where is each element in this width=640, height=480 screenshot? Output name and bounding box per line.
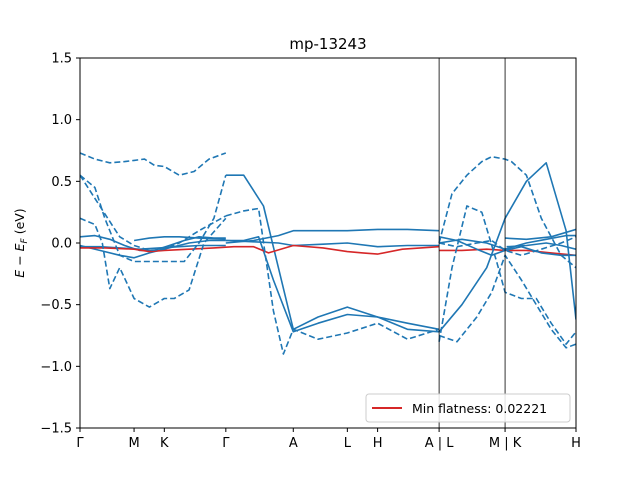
- y-tick-label-5: −1.0: [40, 360, 72, 375]
- x-tick-label-3: Γ: [222, 436, 230, 451]
- band-line-6: [225, 228, 440, 244]
- x-tick-label-1: M: [128, 436, 139, 451]
- y-tick-label-6: −1.5: [40, 422, 72, 437]
- chart-title: mp-13243: [289, 35, 366, 53]
- y-tick-label-0: 1.5: [51, 52, 72, 67]
- legend: Min flatness: 0.02221: [365, 393, 571, 423]
- x-axis: Γ M K Γ A L H A | L M | K H: [76, 428, 581, 451]
- x-tick-label-4: A: [289, 436, 298, 451]
- y-axis: 1.5 1.0 0.5 0.0 −0.5 −1.0 −1.5: [40, 52, 80, 437]
- x-tick-label-0: Γ: [76, 436, 84, 451]
- band-line-15: [80, 152, 227, 176]
- band-line-7: [225, 239, 440, 248]
- band-line-13: [438, 162, 576, 333]
- x-tick-label-7: A | L: [425, 436, 455, 451]
- band-line-3: [133, 236, 226, 242]
- plot-area: [79, 57, 577, 429]
- y-tick-label-1: 1.0: [51, 113, 72, 128]
- band-line-18: [80, 174, 227, 252]
- x-tick-label-5: L: [344, 436, 352, 451]
- y-tick-label-4: −0.5: [40, 298, 72, 313]
- x-tick-label-2: K: [160, 436, 169, 451]
- band-line-8: [80, 244, 440, 255]
- legend-box: [365, 393, 571, 423]
- y-axis-label: E − EF (eV): [12, 208, 30, 277]
- band-line-17: [80, 217, 227, 308]
- band-line-23: [438, 236, 576, 257]
- band-line-5: [225, 236, 440, 333]
- band-line-19: [225, 207, 440, 355]
- x-tick-label-8: M | K: [489, 436, 522, 451]
- legend-label: Min flatness: 0.02221: [412, 401, 547, 416]
- y-tick-label-3: 0.0: [51, 237, 72, 252]
- band-line-4: [225, 174, 440, 333]
- high-symmetry-lines: [438, 58, 506, 428]
- band-line-22: [438, 254, 576, 349]
- y-tick-label-2: 0.5: [51, 175, 72, 190]
- band-line-14: [506, 242, 576, 250]
- x-tick-label-9: H: [571, 436, 581, 451]
- x-tick-label-6: H: [373, 436, 383, 451]
- band-line-12: [505, 228, 576, 241]
- band-line-2: [80, 239, 226, 259]
